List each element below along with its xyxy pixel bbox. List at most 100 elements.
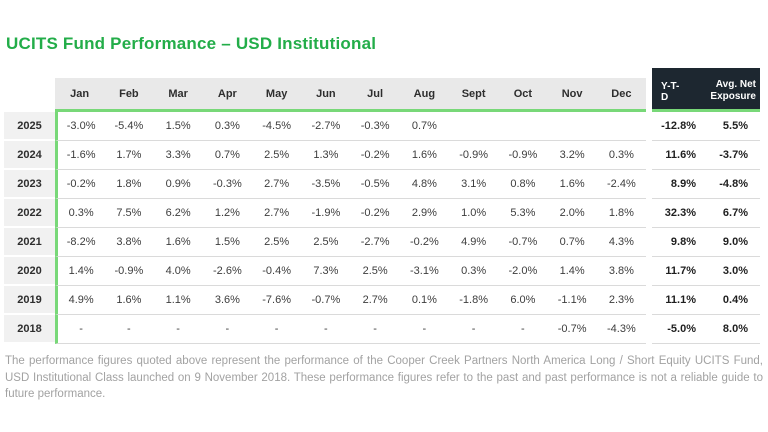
table-row: 2025 -3.0% -5.4% 1.5% 0.3% -4.5% -2.7% -0.3% 0.7… — [4, 112, 760, 141]
table-row: 2020 1.4% -0.9% 4.0% -2.6% -0.4% 7.3% 2.5% -3.1%… — [4, 257, 760, 286]
ytd-value: 9.8% — [652, 228, 702, 257]
monthly-return-value: 3.3% — [153, 141, 203, 170]
monthly-return-value: 1.8% — [104, 170, 154, 199]
monthly-return-value: -1.9% — [301, 199, 351, 228]
month-header: Jul — [350, 78, 400, 112]
table-header-row: Jan Feb Mar Apr May Jun Jul Aug Sept Oct Nov Dec Y-… — [4, 68, 760, 112]
monthly-return-value: -0.5% — [350, 170, 400, 199]
monthly-return-value: 4.3% — [596, 228, 646, 257]
monthly-return-value — [498, 112, 548, 141]
monthly-return-value: 1.5% — [153, 112, 203, 141]
table-row: 2021 -8.2% 3.8% 1.6% 1.5% 2.5% 2.5% -2.7% -0.2% 4… — [4, 228, 760, 257]
monthly-return-value: - — [252, 315, 302, 344]
monthly-return-value: 3.1% — [449, 170, 499, 199]
monthly-return-value: 2.5% — [252, 228, 302, 257]
row-gap — [646, 257, 652, 286]
avg-net-exposure-value: 8.0% — [702, 315, 760, 344]
monthly-return-value: -3.5% — [301, 170, 351, 199]
monthly-return-value: - — [202, 315, 252, 344]
monthly-return-value: - — [301, 315, 351, 344]
table-row: 2024 -1.6% 1.7% 3.3% 0.7% 2.5% 1.3% -0.2% 1.6% -0… — [4, 141, 760, 170]
monthly-return-value: -4.3% — [596, 315, 646, 344]
monthly-return-value: 1.8% — [596, 199, 646, 228]
monthly-return-value: -2.7% — [350, 228, 400, 257]
monthly-return-value: 3.6% — [202, 286, 252, 315]
year-label: 2025 — [4, 112, 55, 141]
table-row: 2022 0.3% 7.5% 6.2% 1.2% 2.7% -1.9% -0.2% 2.9% 1.… — [4, 199, 760, 228]
monthly-return-value: -3.0% — [55, 112, 105, 141]
year-label: 2023 — [4, 170, 55, 199]
monthly-return-value: - — [449, 315, 499, 344]
monthly-return-value: 0.7% — [399, 112, 449, 141]
monthly-return-value: 0.3% — [202, 112, 252, 141]
factsheet-page: UCITS Fund Performance – USD Institution… — [0, 34, 768, 432]
monthly-return-value: 1.7% — [104, 141, 154, 170]
ytd-header-label: Y-T-D — [661, 81, 680, 103]
monthly-return-value: 1.4% — [547, 257, 597, 286]
summary-header: Y-T-D Avg. Net Exposure — [652, 68, 760, 112]
monthly-return-value: 6.0% — [498, 286, 548, 315]
month-header: Dec — [596, 78, 646, 112]
monthly-return-value: -0.7% — [498, 228, 548, 257]
month-header: Aug — [399, 78, 449, 112]
monthly-return-value: 2.5% — [252, 141, 302, 170]
month-header: Mar — [153, 78, 203, 112]
performance-disclaimer: The performance figures quoted above rep… — [5, 355, 763, 401]
monthly-return-value: - — [350, 315, 400, 344]
monthly-return-value: 1.1% — [153, 286, 203, 315]
monthly-return-value: - — [55, 315, 105, 344]
monthly-return-value: -0.3% — [350, 112, 400, 141]
monthly-return-value: - — [153, 315, 203, 344]
year-label: 2018 — [4, 315, 55, 344]
monthly-return-value: 2.3% — [596, 286, 646, 315]
monthly-return-value: -3.1% — [399, 257, 449, 286]
monthly-return-value: -2.4% — [596, 170, 646, 199]
monthly-return-value: -1.8% — [449, 286, 499, 315]
monthly-return-value: 0.3% — [449, 257, 499, 286]
row-gap — [646, 286, 652, 315]
month-header: Apr — [202, 78, 252, 112]
avg-net-exposure-value: 6.7% — [702, 199, 760, 228]
month-header: Jun — [301, 78, 351, 112]
ytd-value: 8.9% — [652, 170, 702, 199]
monthly-return-value: 0.8% — [498, 170, 548, 199]
monthly-return-value: -0.9% — [498, 141, 548, 170]
monthly-return-value: 1.6% — [153, 228, 203, 257]
avg-net-exposure-value: 3.0% — [702, 257, 760, 286]
monthly-return-value: 0.3% — [55, 199, 105, 228]
avg-net-exposure-value: 0.4% — [702, 286, 760, 315]
monthly-return-value: 1.2% — [202, 199, 252, 228]
row-gap — [646, 199, 652, 228]
monthly-return-value: 1.6% — [104, 286, 154, 315]
monthly-return-value: -0.2% — [350, 141, 400, 170]
monthly-return-value: 2.0% — [547, 199, 597, 228]
monthly-return-value: 6.2% — [153, 199, 203, 228]
avg-net-exposure-value: 9.0% — [702, 228, 760, 257]
year-label: 2022 — [4, 199, 55, 228]
monthly-return-value: - — [498, 315, 548, 344]
monthly-return-value: 2.9% — [399, 199, 449, 228]
monthly-return-value: 1.5% — [202, 228, 252, 257]
row-gap — [646, 112, 652, 141]
monthly-return-value: -1.6% — [55, 141, 105, 170]
monthly-return-value: -2.0% — [498, 257, 548, 286]
monthly-return-value: -4.5% — [252, 112, 302, 141]
monthly-return-value: -1.1% — [547, 286, 597, 315]
monthly-return-value: - — [399, 315, 449, 344]
row-gap — [646, 141, 652, 170]
monthly-return-value: 4.9% — [449, 228, 499, 257]
monthly-return-value: 0.7% — [202, 141, 252, 170]
monthly-return-value: -0.2% — [399, 228, 449, 257]
monthly-return-value: -2.6% — [202, 257, 252, 286]
monthly-return-value: 0.7% — [547, 228, 597, 257]
monthly-return-value: -0.2% — [350, 199, 400, 228]
monthly-return-value: 4.0% — [153, 257, 203, 286]
monthly-return-value: 1.6% — [547, 170, 597, 199]
monthly-return-value: 1.6% — [399, 141, 449, 170]
table-body: 2025 -3.0% -5.4% 1.5% 0.3% -4.5% -2.7% -0.3% 0.7… — [4, 112, 760, 344]
row-gap — [646, 228, 652, 257]
monthly-return-value — [449, 112, 499, 141]
monthly-return-value — [547, 112, 597, 141]
avg-net-exposure-value: -4.8% — [702, 170, 760, 199]
monthly-return-value: 2.5% — [301, 228, 351, 257]
